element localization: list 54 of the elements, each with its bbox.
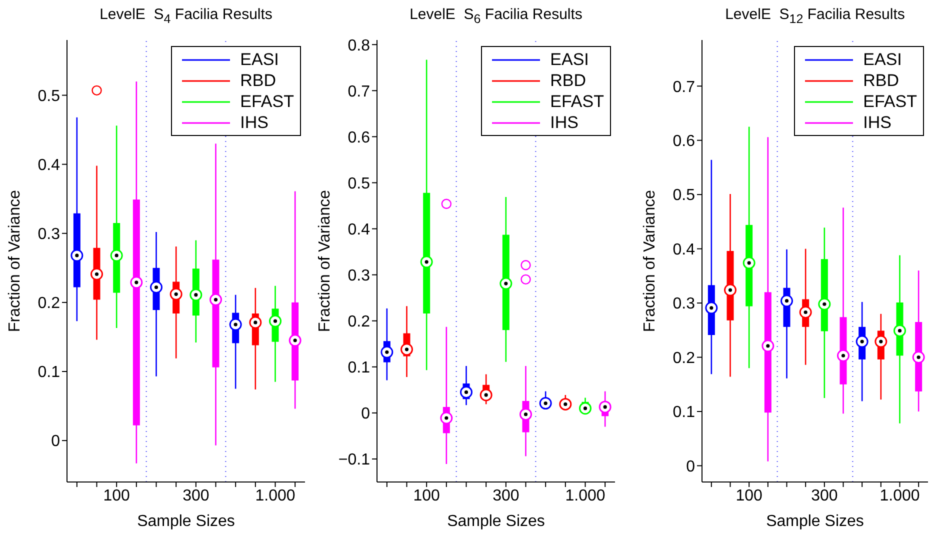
y-tick-label: 0.8 — [348, 37, 370, 54]
y-tick-label: 0.1 — [348, 360, 370, 377]
y-axis-title: Fraction of Variance — [642, 190, 659, 332]
y-tick-label: 0 — [686, 458, 696, 476]
x-tick-label: 1.000 — [880, 487, 920, 504]
x-tick-label: 1.000 — [565, 487, 606, 504]
x-tick-label: 100 — [736, 487, 763, 504]
x-tick-label: 300 — [182, 487, 210, 504]
x-tick-label: 1.000 — [255, 487, 296, 504]
legend-label: EASI — [863, 50, 902, 70]
y-tick-label: 0.7 — [672, 78, 696, 96]
legend-label: EFAST — [863, 92, 917, 112]
legend-label: EFAST — [240, 92, 294, 112]
chart-title: LevelE S$_{12}$ Facilia Results — [724, 6, 906, 26]
legend-label: RBD — [240, 70, 276, 90]
x-axis-title: Sample Sizes — [447, 513, 545, 530]
y-tick-label: 0 — [361, 406, 370, 423]
y-tick-label: 0.3 — [38, 226, 60, 244]
y-tick-label: 0.6 — [672, 133, 696, 150]
y-tick-label: 0 — [51, 433, 60, 450]
y-tick-label: 0.4 — [348, 221, 370, 238]
x-axis-title: Sample Sizes — [766, 513, 864, 530]
legend-label: EASI — [240, 50, 279, 70]
y-tick-label: 0.7 — [348, 83, 370, 100]
y-tick-label: 0.3 — [672, 296, 696, 313]
y-tick-label: 0.1 — [38, 364, 60, 382]
legend-label: RBD — [863, 70, 900, 90]
y-tick-label: 0.3 — [348, 267, 370, 284]
y-tick-label: 0.5 — [672, 187, 696, 204]
y-axis-title: Fraction of Variance — [316, 190, 334, 332]
legend-label: EFAST — [550, 92, 604, 112]
y-tick-label: 0.2 — [38, 295, 60, 312]
x-tick-label: 300 — [492, 487, 520, 504]
y-tick-label: 0.2 — [348, 314, 370, 331]
y-tick-label: 0.5 — [38, 88, 60, 105]
y-tick-label: −0.1 — [338, 452, 370, 469]
y-tick-label: 0.4 — [672, 241, 696, 258]
x-axis-title: Sample Sizes — [137, 513, 235, 530]
y-tick-label: 0.4 — [38, 156, 60, 174]
y-tick-label: 0.5 — [348, 175, 370, 192]
x-tick-label: 100 — [103, 487, 130, 504]
legend-label: IHS — [240, 112, 268, 132]
x-tick-label: 100 — [413, 487, 440, 504]
y-axis-title: Fraction of Variance — [6, 190, 24, 332]
legend-label: IHS — [863, 112, 892, 132]
legend-label: EASI — [550, 50, 589, 70]
y-tick-label: 0.2 — [672, 350, 696, 367]
chart-title: LevelE S$_{6}$ Facilia Results — [408, 6, 584, 26]
y-tick-label: 0.6 — [348, 129, 370, 146]
x-tick-label: 300 — [811, 487, 838, 504]
y-tick-label: 0.1 — [672, 404, 696, 422]
legend-label: IHS — [550, 112, 578, 132]
chart-title: LevelE S$_{4}$ Facilia Results — [98, 6, 274, 26]
legend-label: RBD — [550, 70, 586, 90]
